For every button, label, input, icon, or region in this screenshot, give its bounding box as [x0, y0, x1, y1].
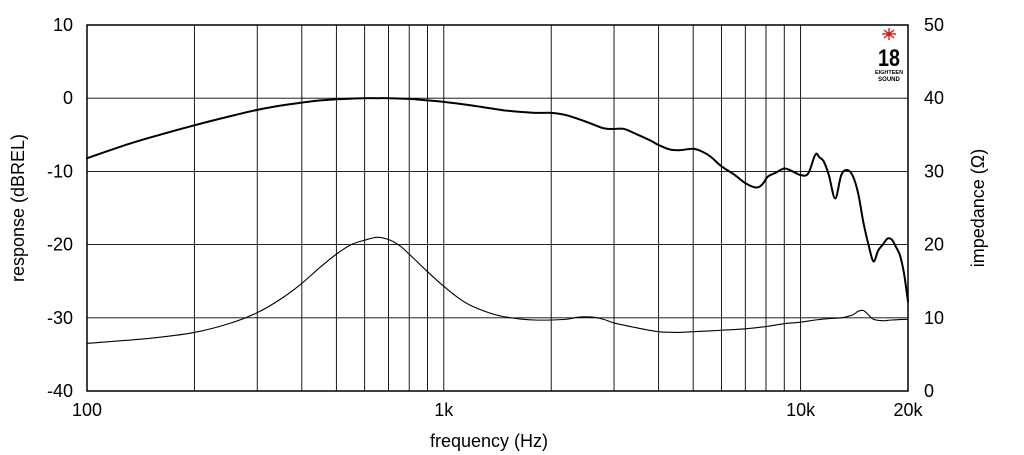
logo-number: 18 [878, 45, 900, 72]
response-curve [86, 97, 909, 303]
y-right-tick-label: 50 [924, 15, 944, 35]
x-tick-label: 20k [893, 400, 923, 420]
y-right-tick-label: 10 [924, 308, 944, 328]
y-right-tick-label: 40 [924, 88, 944, 108]
red-star-icon [882, 28, 896, 40]
x-tick-label: 100 [72, 400, 102, 420]
y-left-tick-label: -10 [47, 161, 73, 181]
y-right-tick-label: 30 [924, 161, 944, 181]
y-right-tick-labels: 50 40 30 20 10 0 [924, 15, 944, 401]
y-left-tick-label: -30 [47, 308, 73, 328]
logo-word-eighteen: EIGHTEEN [875, 70, 903, 76]
y-left-tick-label: 10 [53, 15, 73, 35]
logo-word-sound: SOUND [878, 77, 900, 83]
y-left-tick-label: -20 [47, 235, 73, 255]
y-left-axis-title: response (dBREL) [8, 134, 28, 282]
grid [87, 25, 908, 391]
x-tick-label: 10k [786, 400, 816, 420]
y-left-tick-labels: 10 0 -10 -20 -30 -40 [47, 15, 73, 401]
y-left-tick-label: 0 [63, 88, 73, 108]
x-tick-labels: 100 1k 10k 20k [72, 400, 924, 420]
x-axis-title: frequency (Hz) [430, 431, 548, 451]
y-right-tick-label: 20 [924, 235, 944, 255]
eighteen-sound-logo: 18 EIGHTEEN SOUND [875, 28, 903, 83]
y-left-tick-label: -40 [47, 381, 73, 401]
y-right-tick-label: 0 [924, 381, 934, 401]
series-lines [86, 97, 909, 344]
impedance-curve [86, 236, 909, 344]
y-right-axis-title: impedance (Ω) [968, 149, 988, 268]
plot-frame [86, 24, 909, 392]
x-tick-label: 1k [434, 400, 454, 420]
